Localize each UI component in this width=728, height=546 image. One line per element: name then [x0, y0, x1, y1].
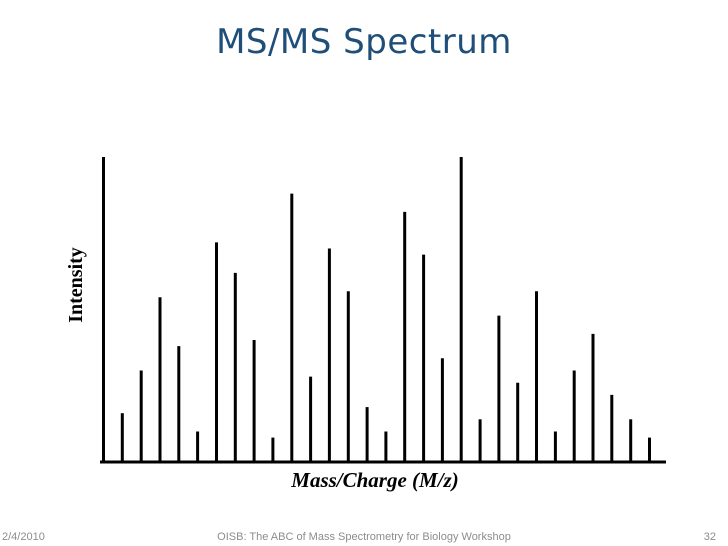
- peaks-layer: [102, 157, 651, 462]
- footer-text: OISB: The ABC of Mass Spectrometry for B…: [217, 531, 511, 543]
- footer-date: 2/4/2010: [2, 531, 45, 543]
- page-number: 32: [703, 531, 716, 543]
- slide-title: MS/MS Spectrum: [216, 22, 512, 62]
- y-axis-label: Intensity: [65, 247, 87, 323]
- x-axis-label: Mass/Charge (M/z): [290, 468, 458, 492]
